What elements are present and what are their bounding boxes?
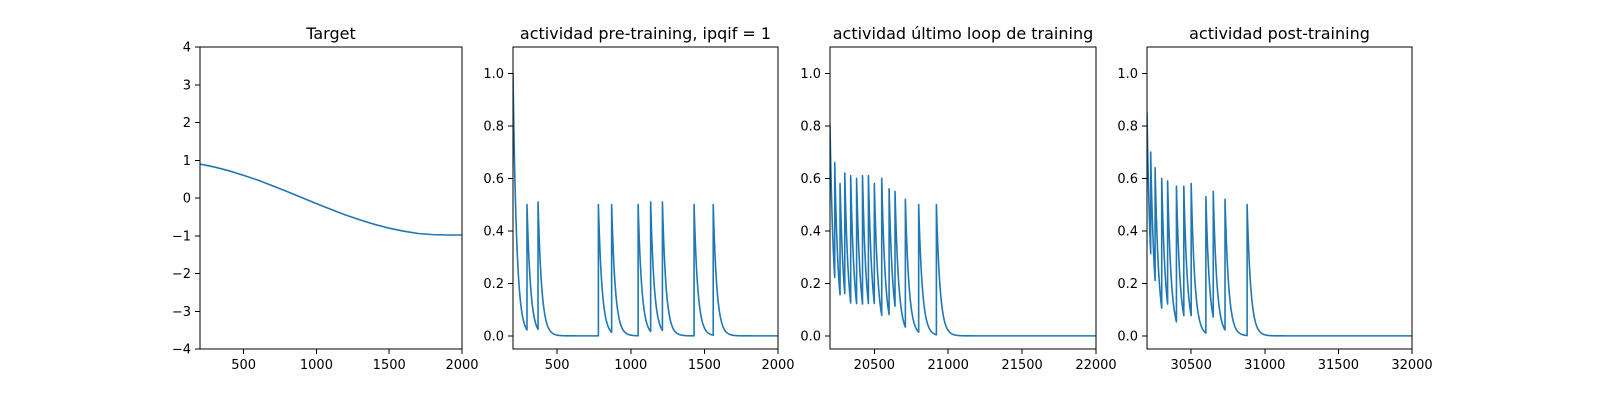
y-tick-label: −3 xyxy=(172,305,191,320)
x-tick-label: 20500 xyxy=(854,358,895,373)
y-tick-label: 1.0 xyxy=(483,67,504,82)
chart-title: actividad pre-training, ipqif = 1 xyxy=(520,24,771,43)
x-tick-label: 2000 xyxy=(761,358,794,373)
x-tick-label: 1500 xyxy=(373,358,406,373)
chart-panel-2: 500 1000 1500 2000 0.0 0.2 0.4 0.6 0.8 1.0 activid… xyxy=(483,24,794,373)
chart-title: actividad post-training xyxy=(1189,24,1370,43)
chart-panel-3: 20500 21000 21500 22000 0.0 0.2 0.4 0.6 0.8 1.0 ac… xyxy=(800,24,1116,373)
y-tick-label: 0.6 xyxy=(483,172,504,187)
y-tick-label: 0.2 xyxy=(483,277,504,292)
axes-frame xyxy=(829,46,1097,350)
y-tick-label: 0.2 xyxy=(1117,277,1138,292)
series-line-4-1 xyxy=(1147,111,1412,337)
x-tick-label: 21000 xyxy=(928,358,969,373)
y-tick-label: 3 xyxy=(183,78,191,93)
y-tick-label: 2 xyxy=(183,116,191,131)
x-tick-label: 21500 xyxy=(1001,358,1042,373)
chart-panel-1: 500 1000 1500 2000 −4 −3 −2 −1 0 1 2 3 4 Target xyxy=(172,24,479,373)
chart-title: actividad último loop de training xyxy=(833,24,1094,43)
y-tick-label: 0.8 xyxy=(1117,119,1138,134)
axes-frame xyxy=(512,46,779,350)
x-tick-label: 32000 xyxy=(1391,358,1432,373)
y-tick-label: −1 xyxy=(172,229,191,244)
y-tick-label: −2 xyxy=(172,267,191,282)
y-tick-label: 4 xyxy=(183,41,191,56)
series-line-2-1 xyxy=(513,72,778,337)
y-tick-label: 1 xyxy=(183,154,191,169)
y-tick-label: 0 xyxy=(183,192,191,207)
x-tick-label: 500 xyxy=(231,358,256,373)
y-tick-label: 0.2 xyxy=(800,277,821,292)
y-tick-label: 1.0 xyxy=(800,67,821,82)
x-tick-label: 22000 xyxy=(1075,358,1116,373)
axes-frame xyxy=(1146,46,1413,350)
y-tick-label: 0.8 xyxy=(800,119,821,134)
x-tick-label: 31500 xyxy=(1318,358,1359,373)
y-tick-label: 0.6 xyxy=(1117,172,1138,187)
x-tick-label: 1000 xyxy=(300,358,333,373)
chart-panel-4: 30500 31000 31500 32000 0.0 0.2 0.4 0.6 0.8 1.0 ac… xyxy=(1117,24,1432,373)
y-tick-label: 0.4 xyxy=(800,224,821,239)
y-tick-label: 0.0 xyxy=(1117,329,1138,344)
x-tick-label: 30500 xyxy=(1170,358,1211,373)
y-tick-label: 0.6 xyxy=(800,172,821,187)
y-tick-label: 1.0 xyxy=(1117,67,1138,82)
y-tick-label: 0.8 xyxy=(483,119,504,134)
series-line-3-1 xyxy=(830,124,1096,337)
y-tick-label: 0.0 xyxy=(800,329,821,344)
x-tick-label: 31000 xyxy=(1244,358,1285,373)
x-tick-label: 1500 xyxy=(688,358,721,373)
y-tick-label: 0.4 xyxy=(1117,224,1138,239)
y-tick-label: −4 xyxy=(172,343,191,358)
x-tick-label: 500 xyxy=(545,358,570,373)
y-tick-label: 0.4 xyxy=(483,224,504,239)
x-tick-label: 2000 xyxy=(445,358,478,373)
chart-title: Target xyxy=(305,24,356,43)
series-line-1-1 xyxy=(200,163,462,236)
x-tick-label: 1000 xyxy=(614,358,647,373)
y-tick-label: 0.0 xyxy=(483,329,504,344)
